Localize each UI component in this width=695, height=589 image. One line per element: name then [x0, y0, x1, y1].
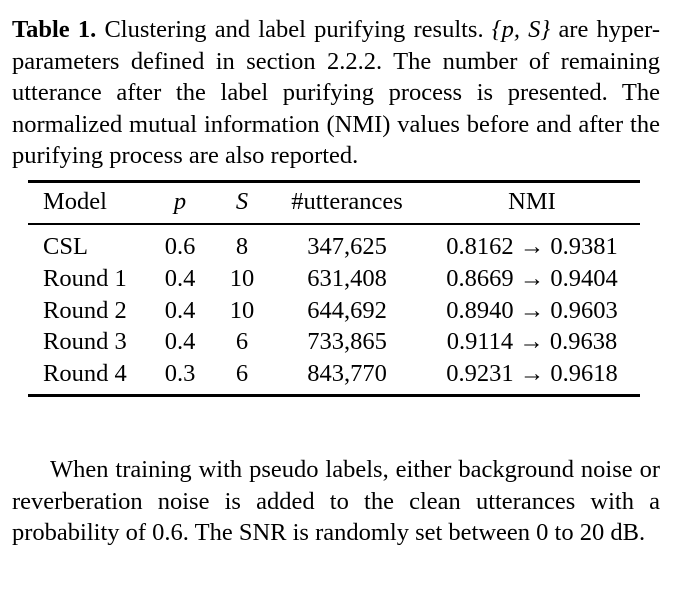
- cell-nmi: 0.9231 → 0.9618: [446, 360, 618, 387]
- header-model: Model: [43, 188, 107, 215]
- cell-s: 10: [229, 297, 255, 324]
- cell-nmi: 0.8162 → 0.9381: [446, 233, 618, 260]
- table-row: Round 3 0.4 6 733,865 0.9114 → 0.9638: [0, 326, 695, 358]
- cell-model: Round 4: [43, 360, 127, 387]
- cell-p: 0.4: [164, 328, 196, 355]
- cell-model: Round 3: [43, 328, 127, 355]
- cell-utterances: 843,770: [307, 360, 387, 387]
- cell-utterances: 644,692: [307, 297, 387, 324]
- caption-label: Table 1: [12, 16, 91, 43]
- caption-text-part2: are hyper-parameters defined in section …: [12, 16, 660, 169]
- cell-s: 6: [235, 328, 249, 355]
- cell-model: CSL: [43, 233, 88, 260]
- cell-utterances: 631,408: [307, 265, 387, 292]
- table-caption: Table 1. Clustering and label purifying …: [12, 14, 660, 172]
- header-utterances: #utterances: [291, 188, 403, 215]
- cell-p: 0.6: [164, 233, 196, 260]
- cell-model: Round 2: [43, 297, 127, 324]
- cell-nmi: 0.8940 → 0.9603: [446, 297, 618, 324]
- cell-p: 0.4: [164, 265, 196, 292]
- table-bottom-rule: [28, 394, 640, 397]
- cell-model: Round 1: [43, 265, 127, 292]
- body-paragraph: When training with pseudo labels, either…: [12, 454, 660, 549]
- cell-p: 0.4: [164, 297, 196, 324]
- cell-nmi: 0.8669 → 0.9404: [446, 265, 618, 292]
- header-p: p: [173, 188, 187, 215]
- cell-s: 8: [235, 233, 249, 260]
- header-nmi: NMI: [508, 188, 556, 215]
- table-row: Round 4 0.3 6 843,770 0.9231 → 0.9618: [0, 358, 695, 390]
- body-paragraph-text: When training with pseudo labels, either…: [12, 456, 660, 546]
- caption-text-part1: Clustering and label purifying results.: [96, 16, 492, 43]
- cell-s: 6: [235, 360, 249, 387]
- table-header-row: Model p S #utterances NMI: [0, 186, 695, 218]
- table-row: Round 1 0.4 10 631,408 0.8669 → 0.9404: [0, 263, 695, 295]
- table-row: Round 2 0.4 10 644,692 0.8940 → 0.9603: [0, 295, 695, 327]
- table-top-rule: [28, 180, 640, 183]
- cell-utterances: 733,865: [307, 328, 387, 355]
- cell-utterances: 347,625: [307, 233, 387, 260]
- caption-label-separator: .: [90, 16, 97, 43]
- cell-s: 10: [229, 265, 255, 292]
- caption-math: {p, S}: [491, 16, 551, 43]
- cell-p: 0.3: [164, 360, 196, 387]
- table-header-rule: [28, 223, 640, 225]
- cell-nmi: 0.9114 → 0.9638: [446, 328, 618, 355]
- header-s: S: [235, 188, 249, 215]
- table-row: CSL 0.6 8 347,625 0.8162 → 0.9381: [0, 231, 695, 263]
